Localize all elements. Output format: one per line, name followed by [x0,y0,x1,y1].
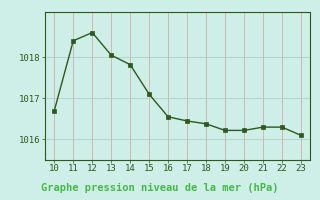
Text: Graphe pression niveau de la mer (hPa): Graphe pression niveau de la mer (hPa) [41,183,279,193]
